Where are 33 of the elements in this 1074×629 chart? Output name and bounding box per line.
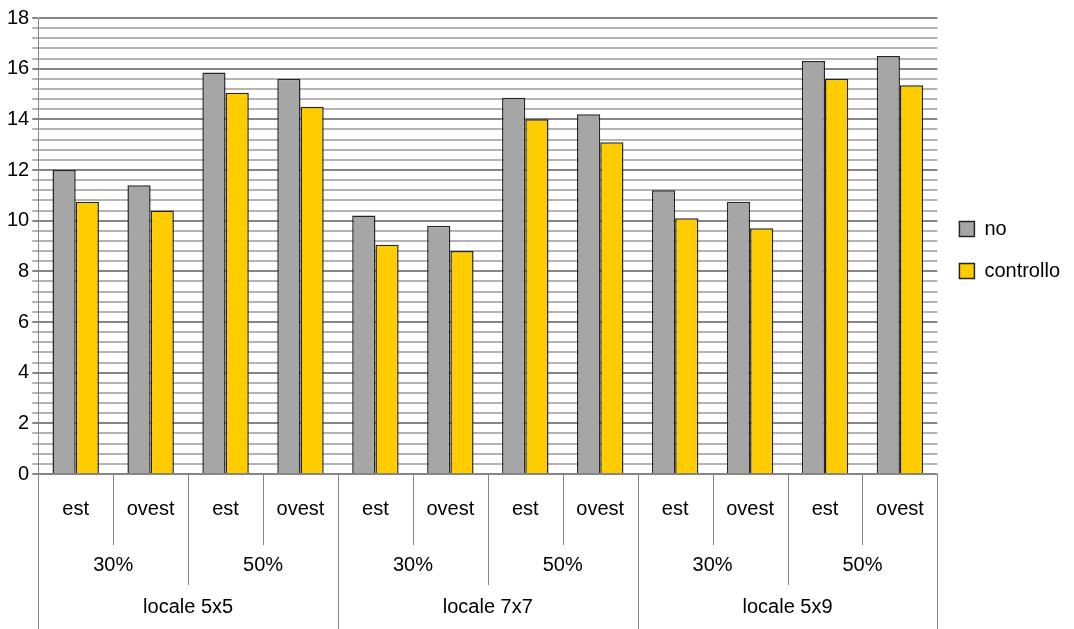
x-tick-label: est (511, 497, 540, 520)
text: 30% (93, 552, 134, 575)
x-tick-label: est (661, 497, 689, 520)
x-tick-label: est (62, 497, 90, 520)
x-tick-label: ovest (726, 497, 775, 520)
legend-label: no (984, 216, 1007, 239)
text: locale 7x7 (442, 594, 533, 617)
y-tick-label: 0 (18, 461, 30, 484)
text: 50% (842, 552, 883, 575)
y-tick-label: 10 (7, 208, 30, 231)
text: 50% (542, 552, 583, 575)
y-tick-label: 8 (18, 258, 30, 281)
text: locale 5x5 (143, 594, 234, 617)
x-tick-label: est (362, 497, 390, 520)
y-tick-label: 12 (7, 157, 30, 180)
x-tick-label: ovest (576, 497, 625, 520)
y-tick-label: 16 (7, 56, 30, 79)
y-tick-label: 6 (18, 309, 30, 332)
text: 30% (692, 552, 733, 575)
x-tick-label: ovest (276, 497, 325, 520)
x-tick-label: est (212, 497, 240, 520)
legend-label: controllo (984, 258, 1061, 281)
text: locale 5x9 (742, 594, 833, 617)
x-tick-label: ovest (426, 497, 475, 520)
text: 50% (243, 552, 284, 575)
x-tick-label: ovest (126, 497, 175, 520)
y-tick-label: 2 (18, 410, 30, 433)
y-tick-label: 18 (7, 5, 30, 28)
x-tick-label: ovest (876, 497, 925, 520)
text: 30% (392, 552, 434, 575)
x-tick-label: est (811, 497, 839, 520)
y-tick-label: 14 (7, 106, 30, 129)
y-tick-label: 4 (18, 360, 30, 383)
